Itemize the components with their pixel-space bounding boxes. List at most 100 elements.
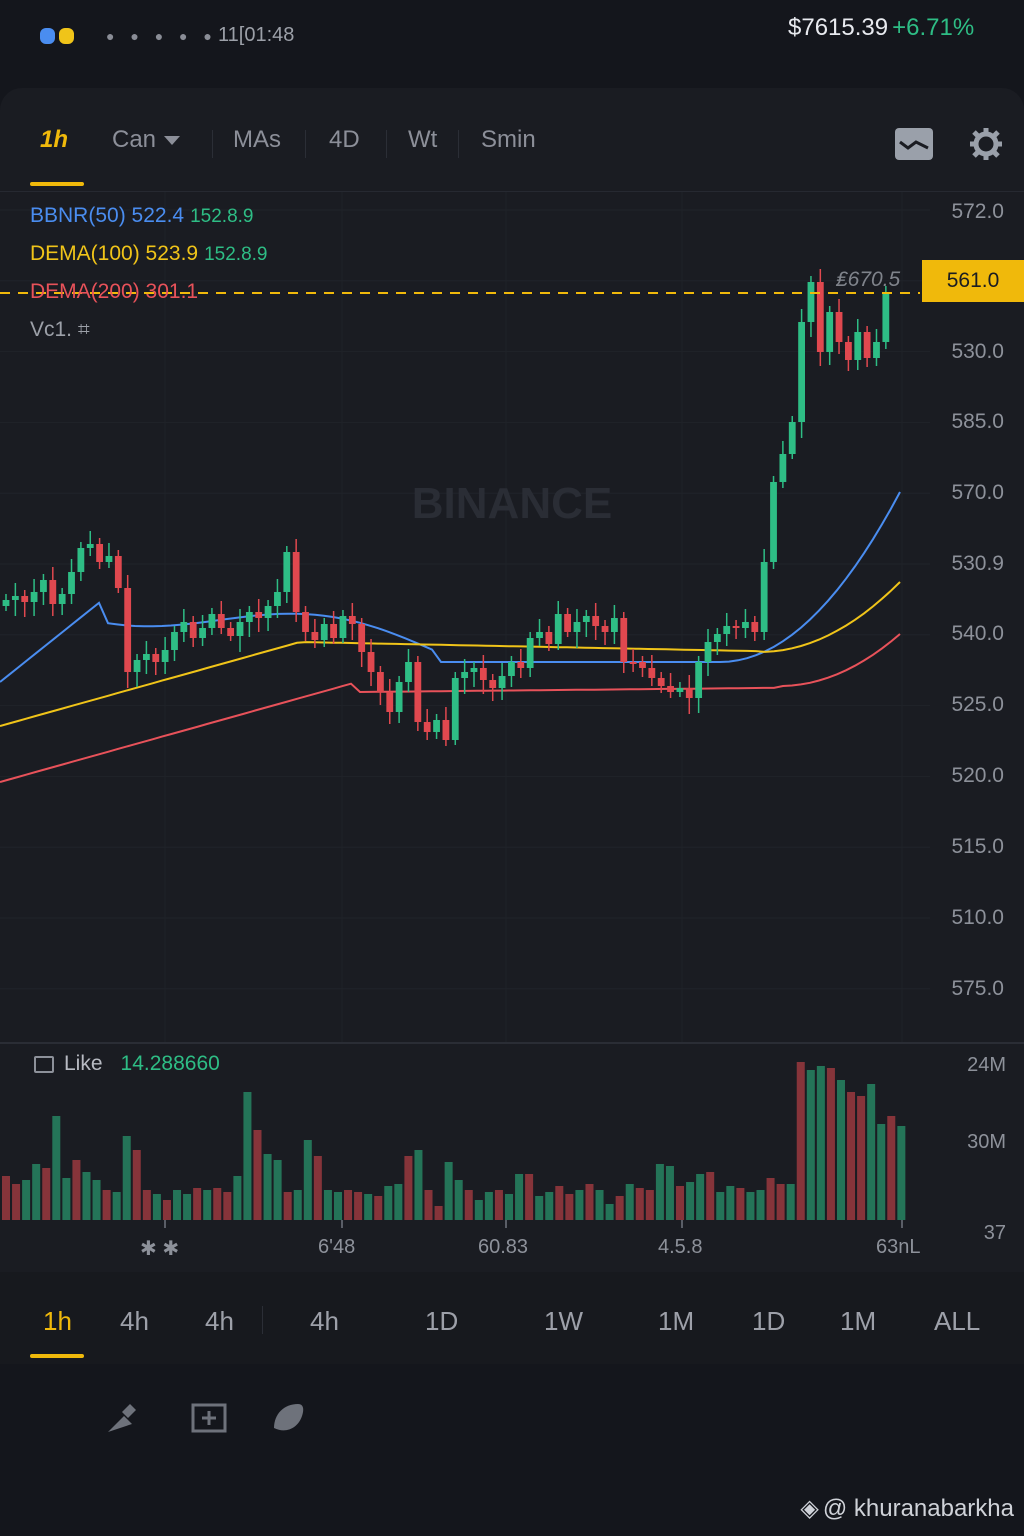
timeframe-1m[interactable]: 1M [658,1306,695,1336]
candle [40,580,47,592]
candle [704,642,712,662]
tab-candle[interactable]: Can [112,126,181,154]
candle [508,662,515,676]
timeframe-1m[interactable]: 1M [840,1306,877,1336]
candle [667,686,674,692]
volume-icon [34,1055,54,1073]
volume-bar [404,1156,413,1220]
candle [143,654,150,660]
candle [49,580,57,604]
candle [657,678,665,686]
volume-bar [323,1190,332,1220]
chevron-down-icon [164,136,181,146]
candle [423,722,431,732]
timeframe-all[interactable]: ALL [934,1306,981,1336]
volume-bar [494,1190,503,1220]
volume-bar [836,1080,845,1220]
timeframe-1d[interactable]: 1D [425,1306,459,1336]
tab-4d[interactable]: 4D [329,126,360,153]
volume-bar [535,1196,544,1220]
timeframe-separator [262,1306,263,1334]
candle [199,628,206,638]
candle [180,622,188,632]
volume-bar [173,1190,182,1220]
candle [807,282,815,322]
candle [845,342,852,360]
candle [554,614,562,644]
candle [30,592,38,602]
volume-bar [183,1194,192,1220]
tools-bar [0,1364,1024,1536]
volume-bar [293,1190,302,1220]
gear-icon[interactable] [968,126,1004,162]
volume-bar [605,1204,614,1220]
chart-style-icon[interactable] [894,126,934,162]
drawing-tool-icon[interactable] [102,1400,140,1438]
candle [320,624,328,640]
indicator-dema100: DEMA(100) 523.9 152.8.9 [30,242,268,265]
candle [255,612,263,618]
volume-bar [303,1140,312,1220]
volume-bar [72,1160,81,1220]
time-axis-label: 6'48 [318,1236,356,1258]
volume-bar [464,1190,473,1220]
volume-bar [847,1092,856,1220]
timeframe-4h[interactable]: 4h [310,1306,339,1336]
candle [732,626,740,628]
candle [358,624,366,652]
volume-bar [686,1182,695,1220]
candle [208,614,216,628]
candle [96,544,103,562]
ma-line-blue [0,491,901,683]
tab-mas[interactable]: MAs [233,126,281,153]
candle [58,594,66,604]
timeframe-4h[interactable]: 4h [205,1306,234,1336]
price-axis-label: 530.9 [951,552,1004,575]
candle [685,688,693,698]
candle [386,692,394,712]
timeframe-1d[interactable]: 1D [752,1306,786,1336]
status-time: 11[01:48 [218,24,295,46]
add-indicator-icon[interactable] [190,1400,228,1438]
volume-legend: Like 14.288660 [34,1052,220,1076]
candle [11,596,19,600]
tab-smin[interactable]: Smin [481,126,536,153]
candle [302,612,309,632]
candle [189,622,197,638]
tab-1h[interactable]: 1h [40,126,69,153]
volume-bar [826,1068,835,1220]
volume-bar [545,1192,554,1220]
timeframe-1h[interactable]: 1h [43,1306,72,1336]
volume-bar [454,1180,463,1220]
candle [395,682,403,712]
volume-axis-label: 37 [983,1222,1006,1244]
volume-bar [484,1192,493,1220]
timeframe-4h[interactable]: 4h [120,1306,149,1336]
timeframe-1w[interactable]: 1W [544,1306,583,1336]
candle [21,596,29,602]
volume-bar [595,1190,604,1220]
candle [498,676,506,688]
candle [713,634,721,642]
binance-logo-icon: ◈ [800,1495,819,1522]
candle [816,282,824,352]
candle [798,322,805,422]
volume-bar [62,1178,71,1220]
favorite-icon[interactable] [270,1400,308,1438]
volume-bar [142,1190,151,1220]
tab-separator [386,130,387,158]
candle [564,614,571,632]
price-axis-label: 520.0 [951,764,1004,787]
price-chart[interactable]: BINANCE [0,192,1024,1272]
indicator-vol: Vc1. ⌗ [30,318,90,341]
volume-bar [374,1196,383,1220]
price-axis-label: 515.0 [951,835,1004,858]
candle [882,292,890,342]
time-axis-label: 4.5.8 [658,1236,703,1258]
volume-bar [655,1164,664,1220]
volume-bar [213,1188,222,1220]
volume-bar [505,1194,513,1220]
volume-bar [575,1190,584,1220]
candle [639,662,646,668]
tab-wt[interactable]: Wt [408,126,438,153]
